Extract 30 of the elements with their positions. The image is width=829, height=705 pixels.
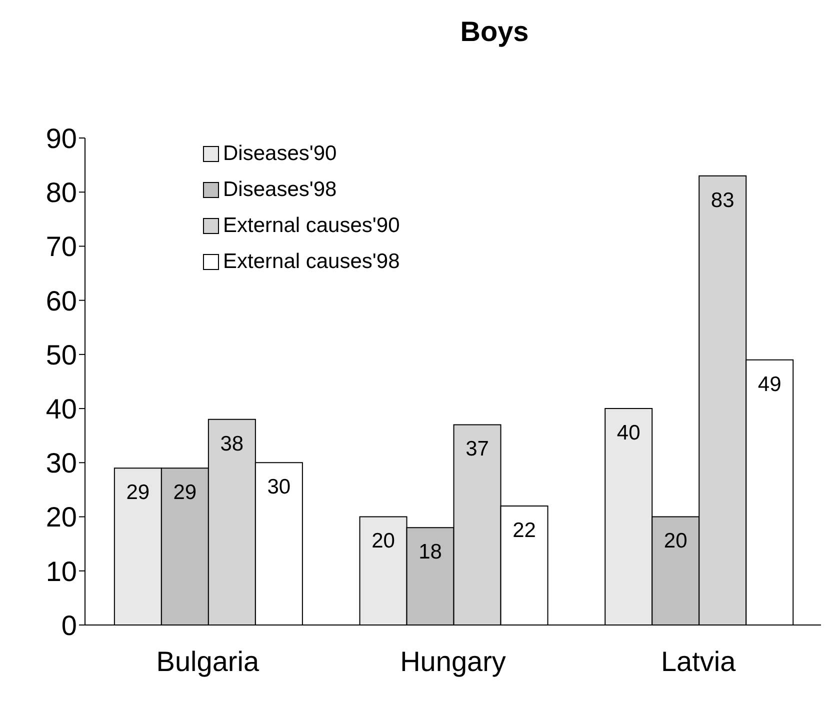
legend-label: External causes'98: [223, 250, 400, 274]
y-tick-label: 40: [46, 393, 77, 424]
y-tick-label: 90: [46, 122, 77, 154]
data-label: 20: [664, 530, 688, 553]
data-label: 30: [267, 476, 291, 499]
data-label: 18: [418, 540, 442, 564]
legend-label: External causes'90: [223, 214, 400, 238]
data-label: 22: [512, 518, 536, 542]
y-tick-label: 70: [46, 231, 77, 262]
data-label: 83: [710, 188, 734, 212]
y-tick-label: 50: [46, 339, 77, 370]
legend-label: Diseases'90: [223, 142, 337, 166]
x-tick-label: Latvia: [660, 646, 736, 677]
data-label: 49: [758, 372, 782, 396]
data-label: 29: [126, 480, 150, 504]
y-tick-label: 30: [46, 448, 77, 479]
y-tick-label: 60: [46, 285, 77, 316]
x-tick-label: Bulgaria: [156, 646, 260, 677]
x-tick-label: Hungary: [400, 646, 506, 677]
y-tick-label: 80: [46, 177, 77, 208]
data-label: 37: [466, 438, 489, 461]
y-tick-label: 10: [46, 556, 77, 587]
data-label: 40: [616, 421, 640, 444]
data-label: 38: [220, 432, 244, 456]
y-tick-label: 20: [46, 502, 77, 533]
data-label: 29: [173, 480, 197, 504]
y-tick-label: 0: [61, 610, 77, 641]
legend-label: Diseases'98: [223, 178, 337, 202]
chart-title: Boys: [460, 16, 529, 47]
data-label: 20: [372, 530, 395, 553]
